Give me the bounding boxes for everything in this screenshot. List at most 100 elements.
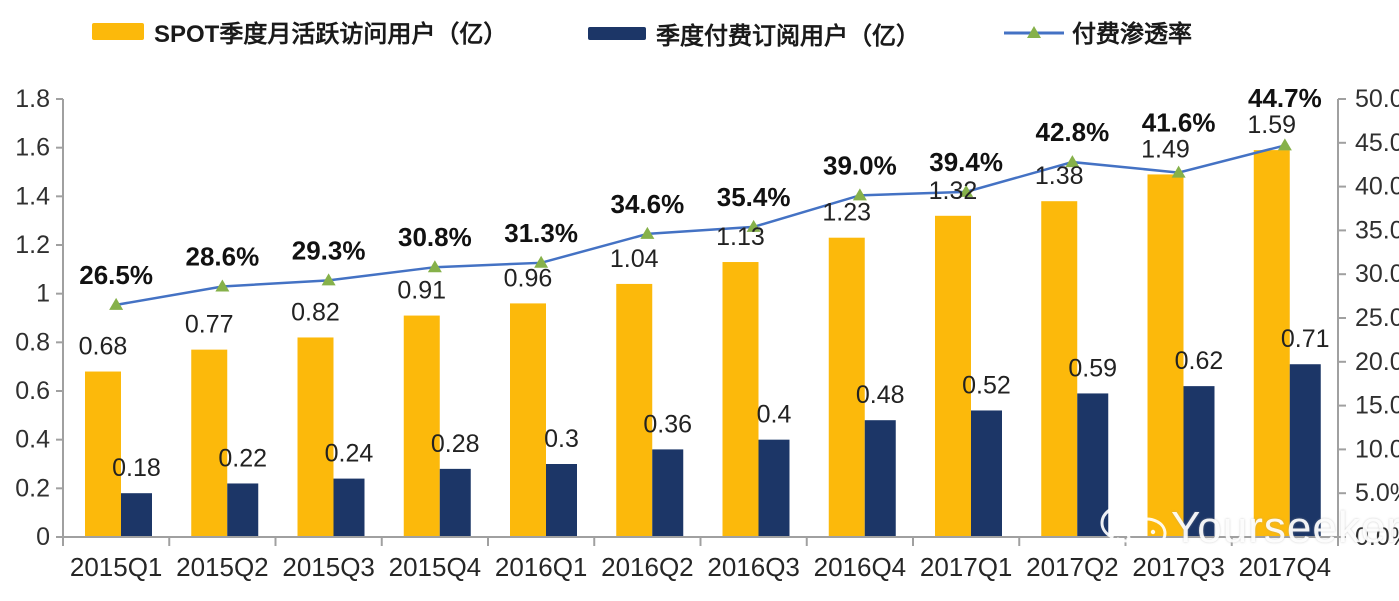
left-axis-tick-label: 1	[36, 280, 50, 308]
subs-bar	[1289, 364, 1321, 537]
right-axis-tick-label: 50.0%	[1355, 85, 1399, 113]
penetration-value-label: 34.6%	[611, 189, 685, 219]
penetration-marker-icon	[1171, 165, 1186, 178]
subs-legend-swatch-icon	[588, 27, 646, 40]
mau-value-label: 0.82	[291, 298, 340, 326]
penetration-marker-icon	[852, 188, 867, 201]
left-axis-tick-label: 0.8	[15, 328, 50, 356]
mau-bar	[935, 215, 971, 538]
x-axis-label: 2015Q2	[176, 552, 269, 582]
penetration-line	[115, 144, 1286, 307]
x-axis-label: 2016Q4	[814, 552, 907, 582]
mau-bar	[828, 237, 865, 537]
penetration-marker-icon	[746, 219, 761, 232]
left-axis-tick-label: 0.2	[15, 474, 50, 502]
mau-legend-swatch-icon	[92, 23, 144, 40]
right-axis-tick-label: 30.0%	[1355, 260, 1399, 288]
right-axis-tick-label: 20.0%	[1355, 348, 1399, 376]
subs-bar	[121, 493, 152, 537]
penetration-marker-icon	[959, 184, 974, 197]
penetration-marker-icon	[640, 226, 655, 239]
x-axis-label: 2017Q4	[1239, 552, 1332, 582]
penetration-value-label: 42.8%	[1036, 117, 1110, 147]
left-axis-tick-label: 1.8	[15, 85, 50, 113]
mau-bar	[85, 371, 121, 537]
left-axis-tick-label: 0.4	[15, 426, 50, 454]
x-axis-label: 2017Q2	[1026, 552, 1119, 582]
penetration-value-label: 28.6%	[186, 241, 260, 271]
mau-bar	[403, 315, 440, 537]
subs-value-label: 0.52	[962, 371, 1011, 399]
mau-value-label: 0.96	[504, 264, 553, 292]
subs-value-label: 0.71	[1281, 325, 1330, 353]
mau-value-label: 1.23	[822, 199, 871, 227]
subs-value-label: 0.3	[544, 425, 579, 453]
legend-item-mau: SPOT季度月活跃访问用户（亿）	[92, 14, 507, 49]
right-axis-tick-label: 0.0%	[1355, 523, 1399, 551]
penetration-marker-icon	[215, 279, 230, 292]
mau-legend-label: SPOT季度月活跃访问用户（亿）	[154, 21, 508, 48]
subs-bar	[227, 483, 259, 537]
x-axis-label: 2015Q1	[70, 552, 163, 582]
subs-value-label: 0.4	[757, 401, 792, 429]
left-axis-tick-label: 0.6	[15, 377, 50, 405]
subs-bar	[758, 439, 790, 537]
right-axis-tick-label: 25.0%	[1355, 304, 1399, 332]
mau-bar	[510, 303, 546, 537]
subs-bar	[333, 478, 365, 537]
left-axis-tick-label: 1.6	[15, 134, 50, 162]
subs-value-label: 0.59	[1068, 354, 1117, 382]
subs-bar	[864, 420, 896, 537]
subs-bar	[439, 468, 471, 537]
mau-value-label: 1.04	[610, 245, 659, 273]
subs-value-label: 0.62	[1175, 347, 1224, 375]
penetration-marker-icon	[427, 260, 442, 273]
mau-value-label: 1.49	[1141, 135, 1190, 163]
penetration-value-label: 35.4%	[717, 182, 791, 212]
right-axis-tick-label: 5.0%	[1355, 479, 1399, 507]
penetration-value-label: 41.6%	[1142, 107, 1216, 137]
penetration-legend-label: 付费渗透率	[1072, 21, 1192, 48]
penetration-value-label: 44.7%	[1248, 83, 1322, 113]
subs-value-label: 0.18	[112, 454, 161, 482]
right-axis-tick-label: 10.0%	[1355, 435, 1399, 463]
right-axis-tick-label: 35.0%	[1355, 216, 1399, 244]
mau-value-label: 0.91	[397, 277, 446, 305]
left-axis-tick-label: 0	[36, 523, 50, 551]
right-axis-tick-label: 40.0%	[1355, 173, 1399, 201]
mau-bar	[191, 349, 228, 537]
subs-bar	[546, 464, 577, 537]
mau-value-label: 1.13	[716, 223, 765, 251]
penetration-value-label: 31.3%	[504, 218, 578, 248]
left-axis-tick-label: 1.4	[15, 182, 50, 210]
mau-value-label: 0.77	[185, 311, 234, 339]
mau-value-label: 1.59	[1247, 111, 1296, 139]
legend-item-subs: 季度付费订阅用户（亿）	[588, 16, 920, 51]
penetration-value-label: 39.0%	[823, 150, 897, 180]
mau-bar	[1041, 201, 1078, 537]
mau-bar	[297, 337, 334, 537]
mau-bar	[1253, 150, 1290, 537]
subs-value-label: 0.36	[643, 410, 692, 438]
legend-item-penetration: 付费渗透率	[1004, 14, 1192, 49]
penetration-value-label: 29.3%	[292, 235, 366, 265]
x-axis-label: 2017Q1	[920, 552, 1013, 582]
subs-bar	[1183, 386, 1215, 537]
mau-bar	[1147, 174, 1184, 537]
subs-value-label: 0.48	[856, 381, 905, 409]
subs-bar	[1077, 393, 1109, 537]
x-axis-label: 2016Q2	[601, 552, 694, 582]
left-axis-tick-label: 1.2	[15, 231, 50, 259]
x-axis-label: 2015Q4	[389, 552, 482, 582]
penetration-value-label: 26.5%	[79, 260, 153, 290]
subs-value-label: 0.28	[431, 430, 480, 458]
mau-value-label: 1.32	[929, 177, 978, 205]
subs-value-label: 0.22	[218, 444, 267, 472]
subs-bar	[971, 410, 1002, 537]
mau-value-label: 0.68	[79, 333, 128, 361]
x-axis-label: 2016Q1	[495, 552, 588, 582]
x-axis-label: 2015Q3	[282, 552, 375, 582]
mau-value-label: 1.38	[1035, 162, 1084, 190]
